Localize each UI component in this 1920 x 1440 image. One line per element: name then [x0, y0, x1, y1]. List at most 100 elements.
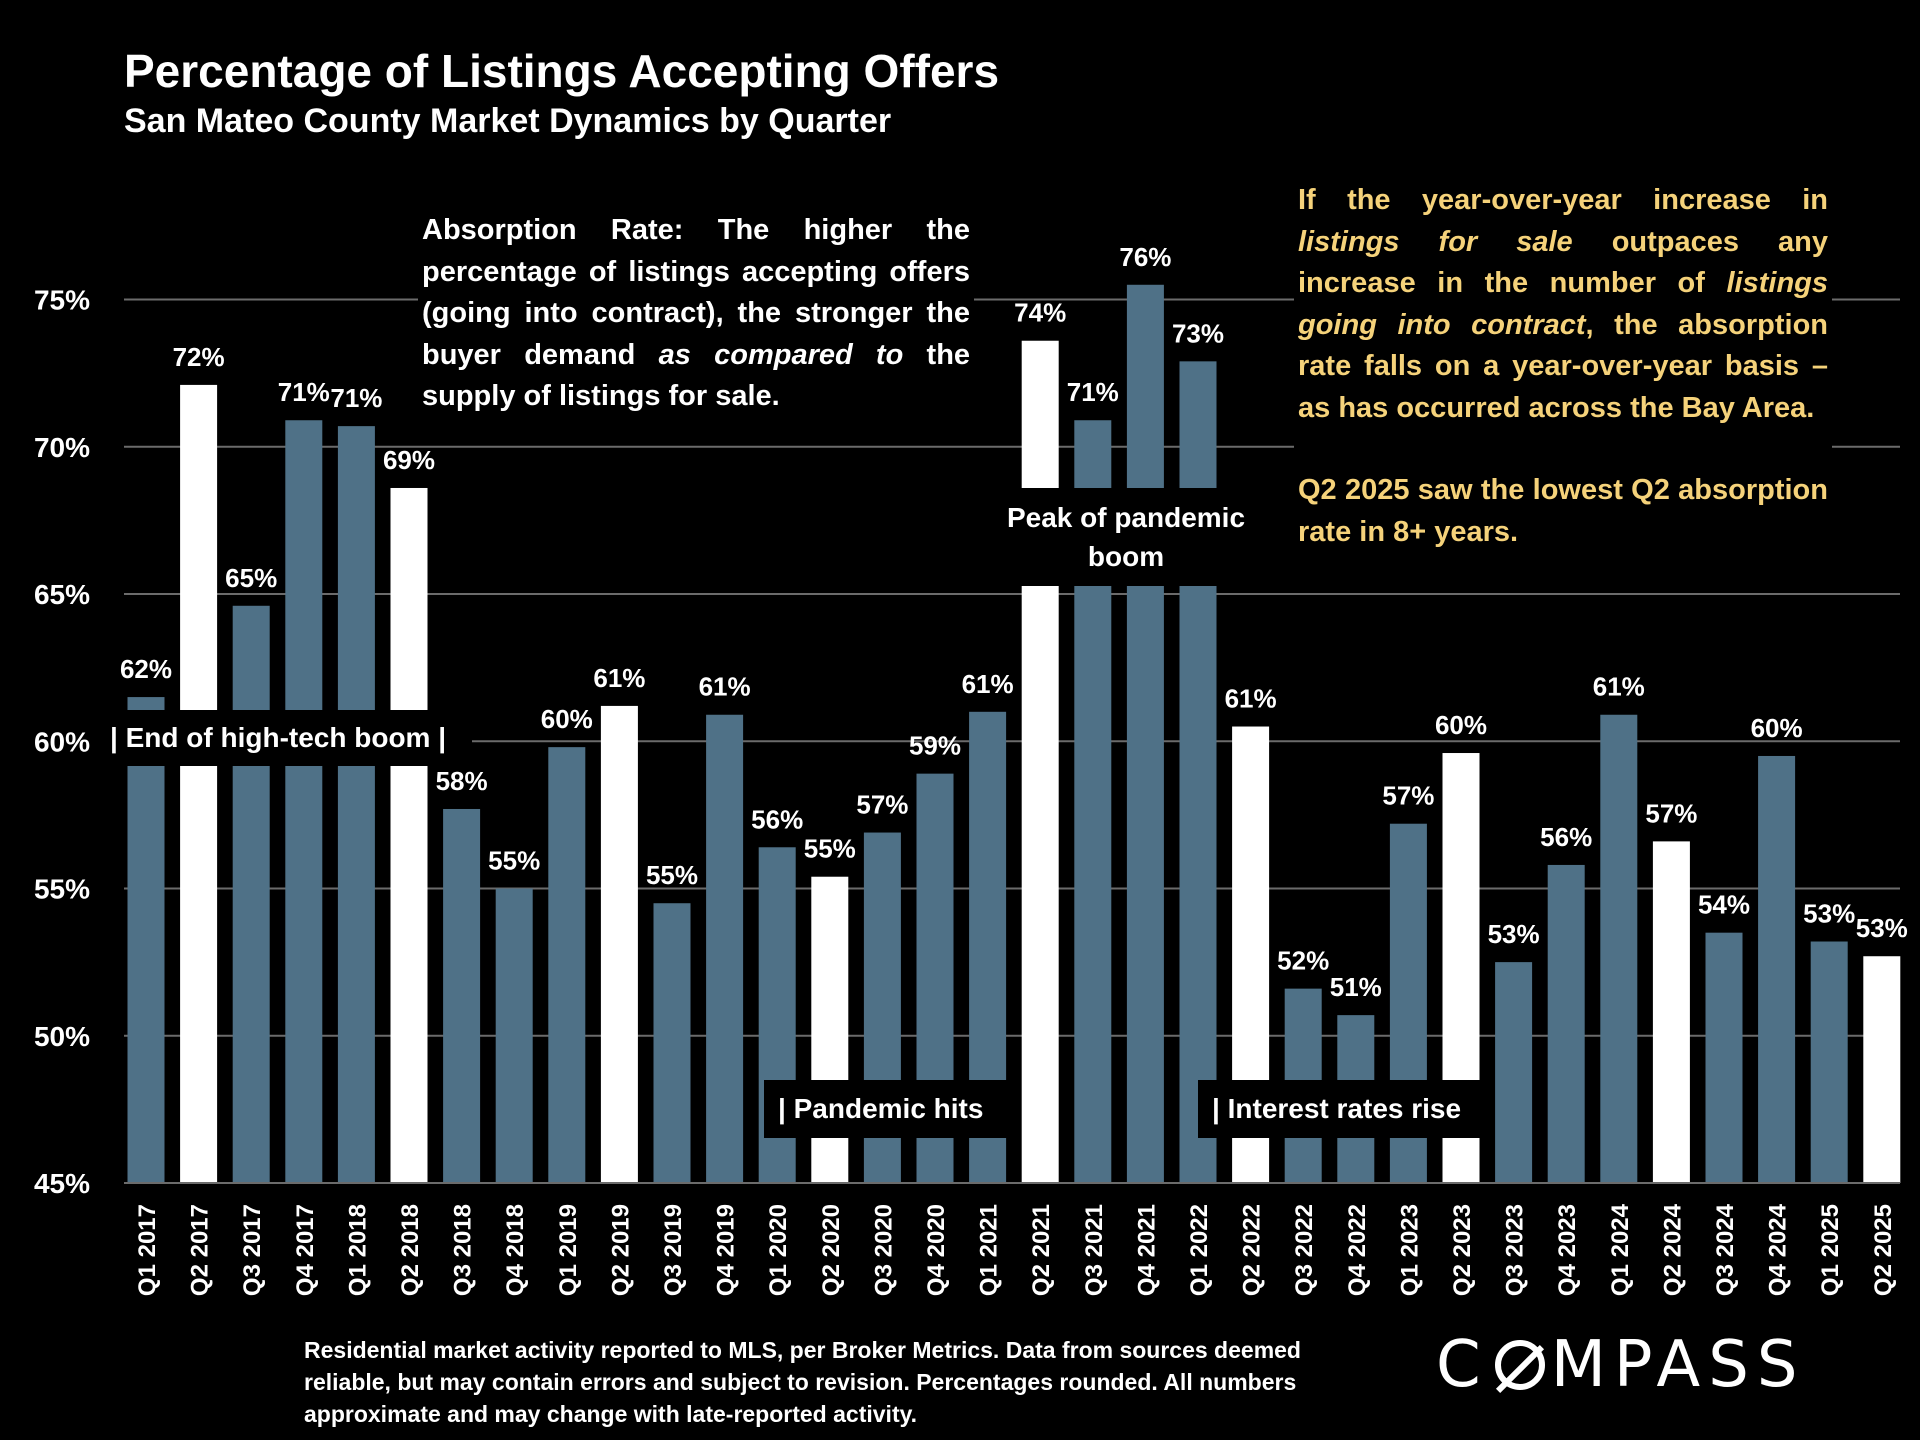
data-label: 62%	[120, 654, 172, 684]
y-tick-label: 50%	[34, 1021, 90, 1052]
page-title: Percentage of Listings Accepting Offers	[124, 45, 1000, 97]
bar	[1758, 755, 1796, 1183]
data-label: 55%	[804, 834, 856, 864]
x-tick-label: Q3 2023	[1502, 1204, 1529, 1296]
bar	[232, 605, 270, 1183]
data-label: 71%	[278, 377, 330, 407]
data-label: 55%	[488, 846, 540, 876]
insight-paragraph-1: If the year-over-year increase in listin…	[1298, 180, 1828, 429]
x-tick-label: Q2 2022	[1239, 1204, 1266, 1296]
event-label-interest-rates: | Interest rates rise	[1198, 1080, 1494, 1138]
x-tick-label: Q3 2017	[239, 1204, 266, 1296]
x-tick-label: Q4 2017	[292, 1204, 319, 1296]
data-label: 52%	[1277, 946, 1329, 976]
page-subtitle: San Mateo County Market Dynamics by Quar…	[124, 102, 892, 140]
x-tick-label: Q4 2021	[1133, 1204, 1160, 1296]
data-label: 56%	[1540, 822, 1592, 852]
insight-paragraph-2: Q2 2025 saw the lowest Q2 absorption rat…	[1298, 474, 1828, 548]
bar	[180, 384, 218, 1183]
x-tick-label: Q2 2020	[818, 1204, 845, 1296]
data-label: 61%	[1225, 684, 1277, 714]
x-tick-label: Q2 2019	[607, 1204, 634, 1296]
data-label: 60%	[541, 704, 593, 734]
absorption-note: Absorption Rate: The higher the percenta…	[418, 210, 974, 418]
bar	[1810, 941, 1848, 1183]
data-label: 51%	[1330, 972, 1382, 1002]
source-footnote: Residential market activity reported to …	[304, 1337, 1301, 1427]
bar	[1021, 340, 1059, 1184]
data-label: 71%	[330, 383, 382, 413]
bar	[1547, 864, 1585, 1183]
data-label: 73%	[1172, 318, 1224, 348]
y-tick-label: 75%	[34, 285, 90, 316]
data-label: 59%	[909, 731, 961, 761]
insight-text-1a: If the year-over-year increase in	[1298, 184, 1828, 216]
x-tick-label: Q3 2018	[450, 1204, 477, 1296]
y-tick-label: 55%	[34, 874, 90, 905]
y-tick-label: 45%	[34, 1168, 90, 1199]
insight-emphasis-1: listings for sale	[1298, 225, 1573, 258]
bar	[706, 714, 744, 1183]
data-label: 56%	[751, 804, 803, 834]
x-tick-label: Q1 2023	[1396, 1204, 1423, 1296]
bar	[548, 747, 586, 1183]
bar	[495, 888, 533, 1183]
bar	[1705, 932, 1743, 1183]
compass-logo: C MPASS	[1436, 1328, 1805, 1402]
insight-text-1c: outpaces any increase in the number of	[1298, 225, 1829, 300]
data-label: 53%	[1488, 919, 1540, 949]
data-label: 61%	[1593, 672, 1645, 702]
bar	[285, 420, 323, 1183]
x-tick-label: Q2 2018	[397, 1204, 424, 1296]
data-label: 57%	[1645, 798, 1697, 828]
y-tick-label: 65%	[34, 579, 90, 610]
event-label-pandemic: | Pandemic hits	[764, 1080, 1014, 1138]
data-label: 60%	[1435, 710, 1487, 740]
x-tick-label: Q2 2017	[187, 1204, 214, 1296]
x-tick-label: Q3 2019	[660, 1204, 687, 1296]
bar	[653, 903, 691, 1183]
bar	[443, 808, 481, 1183]
x-tick-label: Q4 2023	[1554, 1204, 1581, 1296]
data-label: 61%	[962, 669, 1014, 699]
bar	[1495, 962, 1533, 1183]
logo-compass-o-icon	[1494, 1340, 1545, 1390]
data-label: 57%	[1382, 781, 1434, 811]
x-tick-label: Q1 2021	[976, 1204, 1003, 1296]
event-label-hightech: | End of high-tech boom |	[96, 710, 472, 766]
x-tick-label: Q2 2023	[1449, 1204, 1476, 1296]
insight-note: If the year-over-year increase in listin…	[1294, 180, 1832, 553]
bar	[1126, 284, 1164, 1183]
bar	[1179, 361, 1217, 1184]
x-tick-label: Q1 2025	[1817, 1204, 1844, 1296]
data-label: 69%	[383, 445, 435, 475]
x-tick-label: Q2 2024	[1659, 1203, 1686, 1296]
data-label: 74%	[1014, 298, 1066, 328]
x-tick-label: Q2 2025	[1870, 1204, 1897, 1296]
data-label: 60%	[1751, 713, 1803, 743]
bar	[390, 487, 428, 1184]
x-tick-label: Q1 2017	[134, 1204, 161, 1296]
bar	[127, 697, 165, 1183]
peak-annotation: Peak of pandemic boom	[1000, 488, 1252, 586]
bar	[1863, 956, 1901, 1183]
x-tick-label: Q1 2024	[1607, 1203, 1634, 1296]
data-label: 53%	[1803, 899, 1855, 929]
data-label: 61%	[593, 663, 645, 693]
insight-text-1e: , the absorption rate falls on a year-ov…	[1298, 308, 1828, 424]
x-tick-label: Q3 2020	[870, 1204, 897, 1296]
x-tick-label: Q1 2019	[555, 1204, 582, 1296]
y-tick-label: 70%	[34, 432, 90, 463]
x-tick-label: Q1 2018	[344, 1204, 371, 1296]
insight-emphasis-2: listings going into contract	[1298, 267, 1828, 341]
x-tick-label: Q1 2022	[1186, 1204, 1213, 1296]
absorption-note-emphasis: as compared to	[658, 338, 904, 371]
data-label: 65%	[225, 563, 277, 593]
bar	[337, 426, 375, 1183]
x-tick-label: Q3 2021	[1081, 1204, 1108, 1296]
data-label: 58%	[436, 766, 488, 796]
data-label: 57%	[856, 790, 908, 820]
x-tick-label: Q1 2020	[765, 1204, 792, 1296]
data-label: 53%	[1856, 913, 1908, 943]
absorption-note-end: the supply of listings for sale.	[422, 338, 971, 413]
